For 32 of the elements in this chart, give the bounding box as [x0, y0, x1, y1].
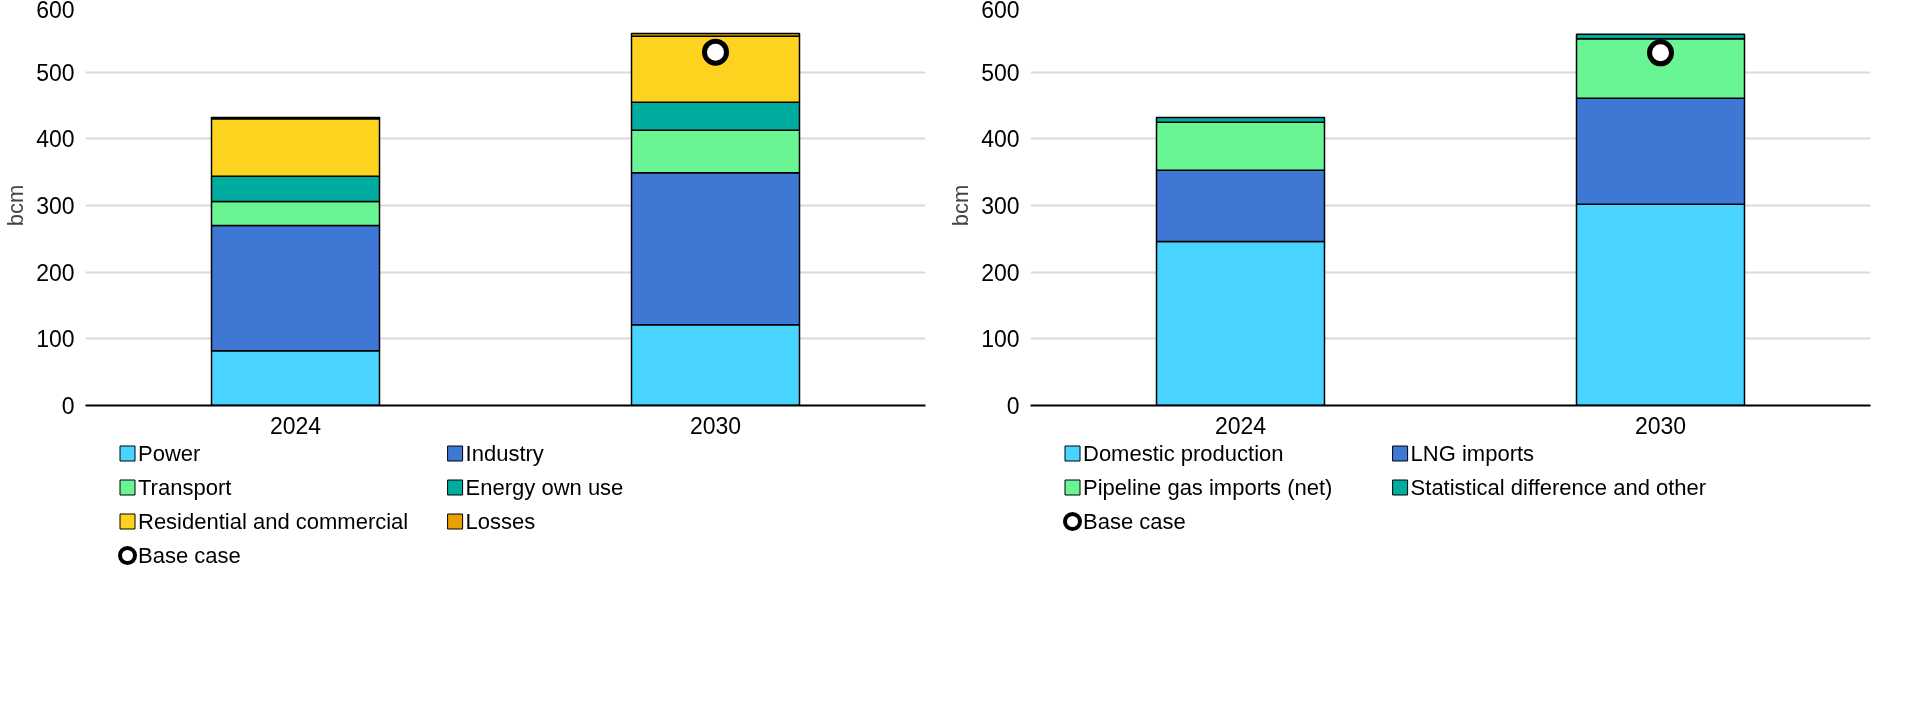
y-tick-label: 300 [981, 193, 1020, 219]
legend-label: Losses [465, 509, 536, 534]
y-tick-label: 100 [36, 326, 75, 353]
legend-label: Domestic production [1083, 441, 1284, 466]
legend-label: Power [138, 441, 201, 466]
legend-label: Residential and commercial [138, 509, 409, 534]
legend-label: Base case [138, 543, 241, 568]
y-tick-label: 200 [36, 259, 75, 286]
x-tick-label: 2030 [689, 412, 742, 439]
legend-label: Transport [138, 475, 232, 500]
x-tick-label: 2024 [1214, 412, 1267, 439]
y-tick-label: 500 [36, 59, 75, 86]
y-tick-label: 500 [981, 59, 1020, 86]
legend-label: LNG imports [1410, 441, 1535, 466]
y-axis-title: bcm [3, 184, 29, 227]
y-tick-label: 600 [36, 0, 75, 23]
x-tick-label: 2024 [269, 412, 322, 439]
legend-label: Energy own use [465, 475, 624, 500]
y-tick-label: 400 [981, 126, 1020, 153]
y-axis-title: bcm [948, 184, 974, 227]
legend-label: Base case [1083, 509, 1186, 534]
legend-label: Pipeline gas imports (net) [1083, 475, 1333, 500]
legend-label: Industry [465, 441, 544, 466]
legend-label: Statistical difference and other [1410, 475, 1707, 500]
y-tick-label: 600 [981, 0, 1020, 23]
y-tick-label: 100 [981, 326, 1020, 353]
y-tick-label: 300 [36, 193, 75, 219]
y-tick-label: 400 [36, 126, 75, 153]
y-tick-label: 0 [61, 393, 75, 419]
y-tick-label: 0 [1006, 393, 1020, 419]
x-tick-label: 2030 [1634, 412, 1687, 439]
y-tick-label: 200 [981, 259, 1020, 286]
